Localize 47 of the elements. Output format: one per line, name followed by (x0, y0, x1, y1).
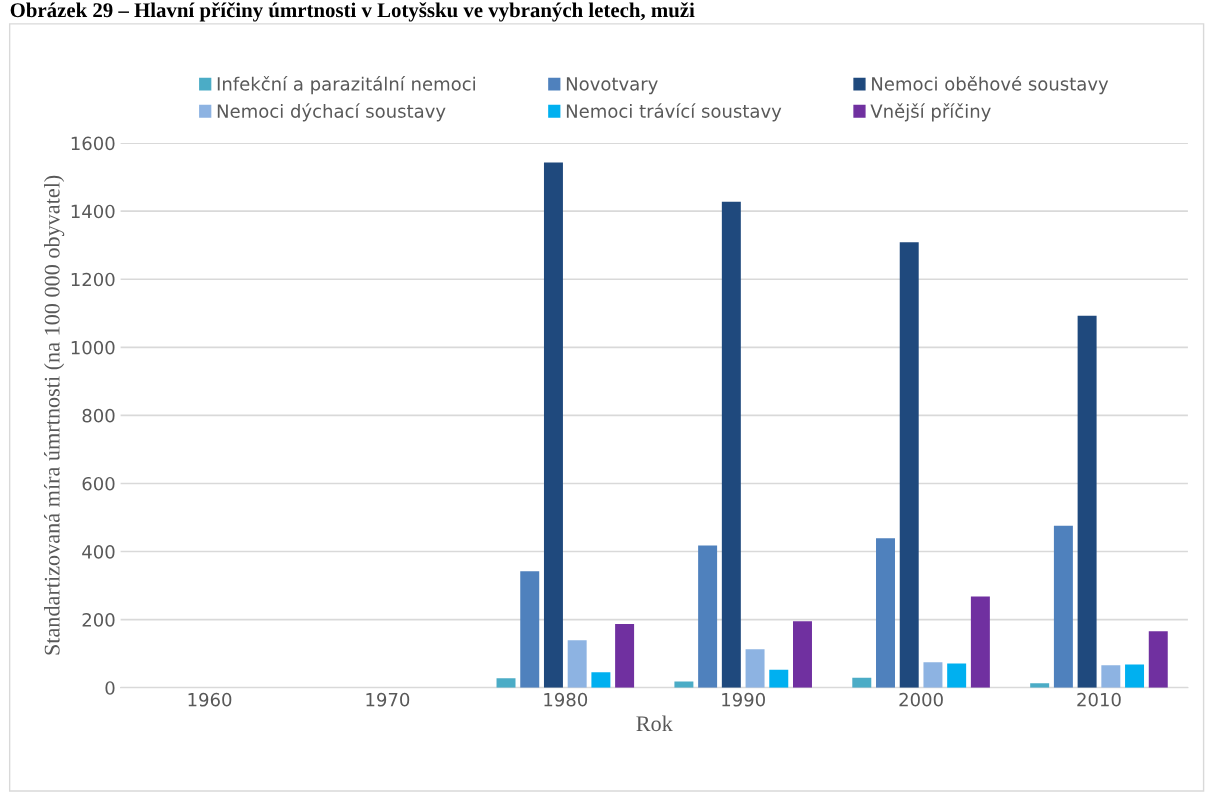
bar (899, 242, 919, 688)
legend-label: Nemoci dýchací soustavy (217, 103, 446, 122)
bar (1101, 665, 1121, 688)
legend-label: Nemoci trávící soustavy (566, 103, 782, 122)
y-tick-label: 600 (82, 476, 115, 491)
bar (970, 596, 990, 688)
bar (1030, 683, 1050, 688)
y-tick-label: 400 (82, 544, 115, 559)
bar (520, 571, 540, 688)
y-tick-label: 200 (82, 613, 115, 627)
bar (615, 624, 635, 688)
bar (698, 545, 718, 688)
x-tick-label: 1970 (366, 692, 410, 707)
legend-label: Infekční a parazitální nemoci (217, 75, 475, 95)
y-tick-label: 1200 (71, 272, 115, 287)
x-tick-label: 1960 (188, 692, 232, 707)
bar (1148, 631, 1168, 688)
y-tick-label: 800 (82, 408, 115, 423)
chart-title: Obrázek 29 – Hlavní příčiny úmrtnosti v Lotyšsku ve vybraných letech, muži (10, 2, 695, 22)
bar (591, 672, 611, 688)
y-tick-label: 0 (105, 681, 115, 695)
bar (852, 677, 872, 688)
bar (1053, 525, 1073, 688)
y-tick-label: 1400 (71, 204, 115, 219)
x-tick-label: 1990 (722, 692, 765, 707)
bar (1125, 664, 1145, 688)
bar (721, 201, 741, 688)
bar (923, 662, 943, 688)
bar (567, 640, 587, 688)
bar (876, 538, 895, 688)
x-tick-label: 2010 (1077, 692, 1121, 707)
bar (793, 621, 812, 688)
y-axis-title: Standartizovaná míra úmrtnosti (na 100 000 obyvatel) (43, 175, 65, 655)
bar (496, 678, 516, 688)
bar (1077, 315, 1097, 688)
y-tick-label: 1600 (71, 136, 115, 151)
x-tick-label: 2000 (899, 692, 943, 707)
bar (769, 669, 789, 688)
legend-label: Vnější příčiny (870, 103, 991, 122)
legend-label: Novotvary (566, 77, 658, 95)
bar (543, 162, 563, 688)
x-tick-label: 1980 (544, 692, 588, 707)
bar (947, 663, 967, 688)
y-tick-label: 1000 (71, 340, 115, 355)
x-axis-title: Rok (636, 715, 673, 732)
bar (745, 649, 765, 688)
legend-label: Nemoci oběhové soustavy (872, 75, 1109, 95)
